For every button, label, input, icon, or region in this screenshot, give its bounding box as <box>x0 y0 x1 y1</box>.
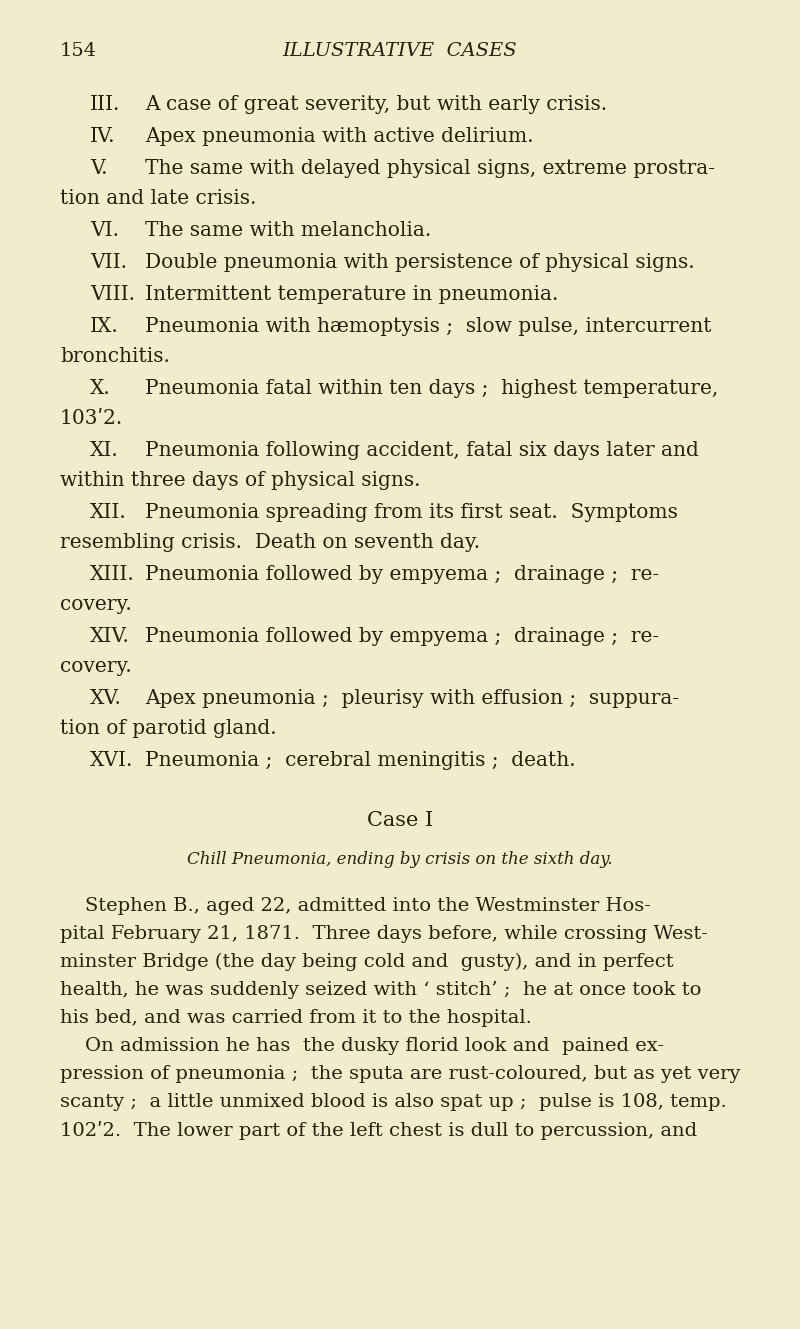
Text: VI.: VI. <box>90 221 119 241</box>
Text: The same with melancholia.: The same with melancholia. <box>145 221 431 241</box>
Text: Pneumonia fatal within ten days ;  highest temperature,: Pneumonia fatal within ten days ; highes… <box>145 379 718 397</box>
Text: III.: III. <box>90 94 120 114</box>
Text: XII.: XII. <box>90 502 126 522</box>
Text: pital February 21, 1871.  Three days before, while crossing West-: pital February 21, 1871. Three days befo… <box>60 925 708 944</box>
Text: The same with delayed physical signs, extreme prostra-: The same with delayed physical signs, ex… <box>145 159 715 178</box>
Text: scanty ;  a little unmixed blood is also spat up ;  pulse is 108, temp.: scanty ; a little unmixed blood is also … <box>60 1092 726 1111</box>
Text: XIII.: XIII. <box>90 565 134 583</box>
Text: Intermittent temperature in pneumonia.: Intermittent temperature in pneumonia. <box>145 284 558 304</box>
Text: ILLUSTRATIVE  CASES: ILLUSTRATIVE CASES <box>282 43 518 60</box>
Text: bronchitis.: bronchitis. <box>60 347 170 365</box>
Text: Apex pneumonia ;  pleurisy with effusion ;  suppura-: Apex pneumonia ; pleurisy with effusion … <box>145 688 679 708</box>
Text: X.: X. <box>90 379 110 397</box>
Text: Pneumonia spreading from its first seat.  Symptoms: Pneumonia spreading from its first seat.… <box>145 502 678 522</box>
Text: 102ʹ2.  The lower part of the left chest is dull to percussion, and: 102ʹ2. The lower part of the left chest … <box>60 1120 697 1140</box>
Text: pression of pneumonia ;  the sputa are rust-coloured, but as yet very: pression of pneumonia ; the sputa are ru… <box>60 1065 740 1083</box>
Text: 154: 154 <box>60 43 97 60</box>
Text: tion of parotid gland.: tion of parotid gland. <box>60 719 277 738</box>
Text: VIII.: VIII. <box>90 284 135 304</box>
Text: XIV.: XIV. <box>90 627 130 646</box>
Text: his bed, and was carried from it to the hospital.: his bed, and was carried from it to the … <box>60 1009 532 1027</box>
Text: Case I: Case I <box>367 811 433 831</box>
Text: health, he was suddenly seized with ‘ stitch’ ;  he at once took to: health, he was suddenly seized with ‘ st… <box>60 981 702 999</box>
Text: minster Bridge (the day being cold and  gusty), and in perfect: minster Bridge (the day being cold and g… <box>60 953 674 971</box>
Text: covery.: covery. <box>60 657 132 676</box>
Text: VII.: VII. <box>90 253 127 272</box>
Text: Pneumonia followed by empyema ;  drainage ;  re-: Pneumonia followed by empyema ; drainage… <box>145 565 659 583</box>
Text: XI.: XI. <box>90 441 118 460</box>
Text: On admission he has  the dusky florid look and  pained ex-: On admission he has the dusky florid loo… <box>60 1037 664 1055</box>
Text: Pneumonia followed by empyema ;  drainage ;  re-: Pneumonia followed by empyema ; drainage… <box>145 627 659 646</box>
Text: within three days of physical signs.: within three days of physical signs. <box>60 470 421 490</box>
Text: Stephen B., aged 22, admitted into the Westminster Hos-: Stephen B., aged 22, admitted into the W… <box>60 897 651 914</box>
Text: IV.: IV. <box>90 128 115 146</box>
Text: XV.: XV. <box>90 688 122 708</box>
Text: Pneumonia following accident, fatal six days later and: Pneumonia following accident, fatal six … <box>145 441 699 460</box>
Text: XVI.: XVI. <box>90 751 134 769</box>
Text: V.: V. <box>90 159 107 178</box>
Text: Chill Pneumonia, ending by crisis on the sixth day.: Chill Pneumonia, ending by crisis on the… <box>187 851 613 868</box>
Text: Double pneumonia with persistence of physical signs.: Double pneumonia with persistence of phy… <box>145 253 694 272</box>
Text: IX.: IX. <box>90 318 118 336</box>
Text: covery.: covery. <box>60 595 132 614</box>
Text: 103ʹ2.: 103ʹ2. <box>60 409 123 428</box>
Text: resembling crisis.  Death on seventh day.: resembling crisis. Death on seventh day. <box>60 533 480 552</box>
Text: Pneumonia with hæmoptysis ;  slow pulse, intercurrent: Pneumonia with hæmoptysis ; slow pulse, … <box>145 318 711 336</box>
Text: tion and late crisis.: tion and late crisis. <box>60 189 256 209</box>
Text: Pneumonia ;  cerebral meningitis ;  death.: Pneumonia ; cerebral meningitis ; death. <box>145 751 576 769</box>
Text: A case of great severity, but with early crisis.: A case of great severity, but with early… <box>145 94 607 114</box>
Text: Apex pneumonia with active delirium.: Apex pneumonia with active delirium. <box>145 128 534 146</box>
